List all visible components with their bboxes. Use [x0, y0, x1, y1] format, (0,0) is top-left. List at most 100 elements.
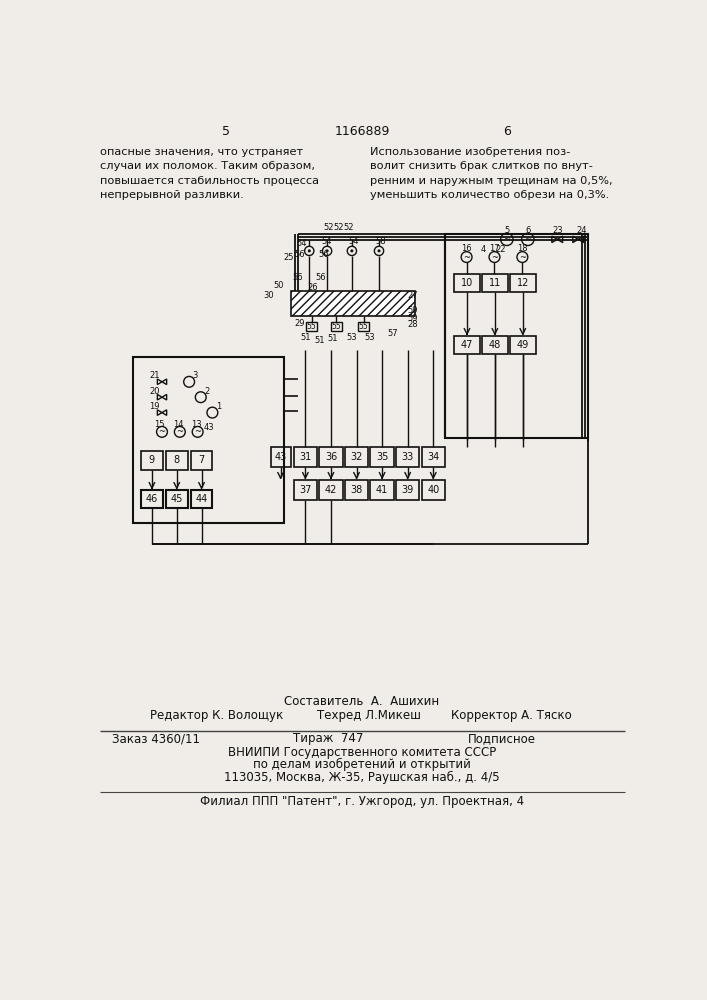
Text: 51: 51 — [314, 336, 325, 345]
Text: Подписное: Подписное — [468, 732, 536, 745]
Bar — [396, 447, 419, 467]
Text: 53: 53 — [364, 333, 375, 342]
Text: 56: 56 — [295, 250, 305, 259]
Text: 7: 7 — [199, 455, 204, 465]
Text: Филиал ППП "Патент", г. Ужгород, ул. Проектная, 4: Филиал ППП "Патент", г. Ужгород, ул. Про… — [200, 795, 524, 808]
Text: 52: 52 — [323, 223, 334, 232]
Text: 53: 53 — [346, 333, 357, 342]
Text: 54: 54 — [348, 237, 358, 246]
Text: 17: 17 — [489, 244, 500, 253]
Bar — [291, 291, 416, 316]
Text: 15: 15 — [154, 420, 165, 429]
Text: 28: 28 — [407, 320, 418, 329]
Text: 51: 51 — [300, 333, 310, 342]
Text: 42: 42 — [325, 485, 337, 495]
Text: Составитель  А.  Ашихин: Составитель А. Ашихин — [284, 695, 440, 708]
Text: 21: 21 — [149, 371, 160, 380]
Text: 49: 49 — [517, 340, 529, 350]
Text: 55: 55 — [358, 322, 368, 331]
Text: 38: 38 — [351, 485, 363, 495]
Text: 5: 5 — [221, 125, 230, 138]
Text: 55: 55 — [307, 322, 317, 331]
Text: 30: 30 — [264, 291, 274, 300]
Text: ~: ~ — [158, 427, 165, 436]
Text: 54: 54 — [296, 239, 307, 248]
Circle shape — [326, 250, 328, 252]
Text: ~: ~ — [491, 253, 498, 262]
Text: 45: 45 — [170, 494, 183, 504]
Bar — [320, 480, 343, 500]
Text: Редактор К. Волощук: Редактор К. Волощук — [151, 709, 284, 722]
Bar — [510, 274, 535, 292]
Text: 31: 31 — [299, 452, 312, 462]
Text: 59: 59 — [407, 306, 418, 315]
Text: 32: 32 — [351, 452, 363, 462]
Text: 44: 44 — [195, 494, 208, 504]
Text: 23: 23 — [552, 226, 563, 235]
Text: 55: 55 — [332, 322, 341, 331]
Bar — [345, 447, 368, 467]
Text: Использование изобретения поз-
волит снизить брак слитков по внут-
ренним и нару: Использование изобретения поз- волит сни… — [370, 147, 612, 200]
Text: 56: 56 — [318, 250, 329, 259]
Circle shape — [378, 250, 380, 252]
Text: 3: 3 — [192, 371, 198, 380]
Text: 56: 56 — [315, 273, 326, 282]
Text: 34: 34 — [427, 452, 439, 462]
Text: 27: 27 — [407, 291, 418, 300]
Bar — [482, 336, 508, 354]
Bar — [358, 322, 369, 331]
Text: 52: 52 — [334, 223, 344, 232]
Text: Техред Л.Микеш: Техред Л.Микеш — [317, 709, 421, 722]
Text: по делам изобретений и открытий: по делам изобретений и открытий — [253, 758, 471, 771]
Text: 47: 47 — [461, 340, 473, 350]
Bar — [331, 322, 341, 331]
Text: 6: 6 — [525, 226, 530, 235]
Text: Тираж  747: Тираж 747 — [293, 732, 364, 745]
Bar — [141, 451, 163, 470]
Text: 11: 11 — [489, 278, 501, 288]
Text: 2: 2 — [204, 387, 209, 396]
Text: 113035, Москва, Ж-35, Раушская наб., д. 4/5: 113035, Москва, Ж-35, Раушская наб., д. … — [224, 771, 500, 784]
Bar — [191, 451, 212, 470]
Bar — [191, 490, 212, 508]
Text: ~: ~ — [463, 253, 470, 262]
Text: ~: ~ — [519, 253, 526, 262]
Text: ~: ~ — [503, 235, 510, 244]
Text: опасные значения, что устраняет
случаи их поломок. Таким образом,
повышается ста: опасные значения, что устраняет случаи и… — [100, 147, 319, 200]
Bar — [141, 490, 163, 508]
Text: Корректор А. Тяско: Корректор А. Тяско — [451, 709, 572, 722]
Text: 48: 48 — [489, 340, 501, 350]
Text: 5: 5 — [504, 226, 510, 235]
Text: 50: 50 — [273, 281, 284, 290]
Bar — [510, 336, 535, 354]
Bar — [482, 274, 508, 292]
Bar — [166, 490, 187, 508]
Text: 19: 19 — [149, 402, 160, 411]
Text: 4: 4 — [481, 245, 486, 254]
Bar — [320, 447, 343, 467]
Text: 54: 54 — [322, 237, 332, 246]
Bar — [306, 322, 317, 331]
Bar — [132, 357, 284, 523]
Bar — [421, 447, 445, 467]
Circle shape — [308, 250, 310, 252]
Text: 1: 1 — [216, 402, 221, 411]
Text: 41: 41 — [376, 485, 388, 495]
Text: 37: 37 — [299, 485, 312, 495]
Text: 58: 58 — [375, 237, 386, 246]
Bar — [454, 336, 480, 354]
Text: 13: 13 — [191, 420, 201, 429]
Text: 59: 59 — [407, 314, 418, 323]
Text: 24: 24 — [577, 226, 588, 235]
Bar — [166, 451, 187, 470]
Text: 10: 10 — [461, 278, 473, 288]
Text: ВНИИПИ Государственного комитета СССР: ВНИИПИ Государственного комитета СССР — [228, 746, 496, 759]
Text: 46: 46 — [146, 494, 158, 504]
Text: 1166889: 1166889 — [334, 125, 390, 138]
Text: ~: ~ — [176, 427, 183, 436]
Text: 33: 33 — [402, 452, 414, 462]
Bar — [271, 447, 291, 467]
Text: 40: 40 — [427, 485, 439, 495]
Text: 57: 57 — [387, 329, 398, 338]
Text: 36: 36 — [325, 452, 337, 462]
